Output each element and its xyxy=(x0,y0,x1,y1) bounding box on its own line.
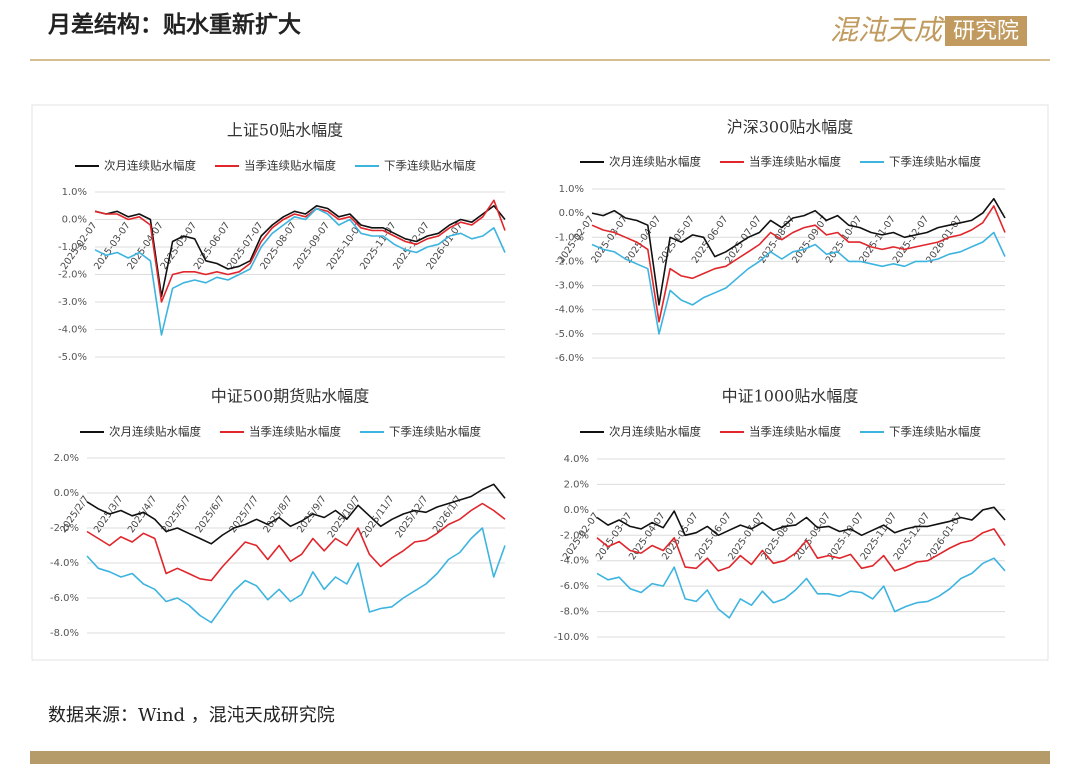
series-line xyxy=(86,502,506,582)
y-tick-label: -1.0% xyxy=(555,232,584,243)
page-title: 月差结构：贴水重新扩大 xyxy=(47,11,301,38)
legend-label: 次月连续贴水幅度 xyxy=(109,425,201,439)
y-tick-label: 0.0% xyxy=(62,215,87,226)
series-line xyxy=(86,527,506,624)
y-tick-label: -4.0% xyxy=(555,305,584,316)
y-tick-label: -4.0% xyxy=(58,325,87,336)
x-tick-label: 2025/11/7 xyxy=(360,494,397,540)
logo: 混沌天成 xyxy=(830,14,946,47)
series-line xyxy=(591,205,1006,323)
y-tick-label: -6.0% xyxy=(555,353,584,364)
series-line xyxy=(94,199,506,303)
y-tick-label: 0.0% xyxy=(559,208,584,219)
legend-label: 下季连续贴水幅度 xyxy=(889,425,981,439)
y-tick-label: 0.0% xyxy=(564,505,589,516)
x-tick-label: 2025/8/7 xyxy=(261,494,294,535)
y-tick-label: -6.0% xyxy=(560,581,589,592)
legend-label: 次月连续贴水幅度 xyxy=(609,155,701,169)
y-tick-label: 4.0% xyxy=(564,454,589,465)
logo-sub: 研究院 xyxy=(953,19,1019,44)
legend-label: 次月连续贴水幅度 xyxy=(609,425,701,439)
chart-title: 沪深300贴水幅度 xyxy=(727,118,854,137)
logo-box xyxy=(945,16,1027,46)
legend-label: 下季连续贴水幅度 xyxy=(384,159,476,173)
y-tick-label: -2.0% xyxy=(560,530,589,541)
y-tick-label: -3.0% xyxy=(555,281,584,292)
legend-label: 当季连续贴水幅度 xyxy=(749,155,841,169)
series-line xyxy=(596,506,1006,537)
y-tick-label: -4.0% xyxy=(560,556,589,567)
legend-label: 次月连续贴水幅度 xyxy=(104,159,196,173)
y-tick-label: -2.0% xyxy=(50,523,79,534)
y-tick-label: -2.0% xyxy=(58,270,87,281)
chart-title: 上证50贴水幅度 xyxy=(227,121,343,140)
y-tick-label: -6.0% xyxy=(50,593,79,604)
y-tick-label: 2.0% xyxy=(564,479,589,490)
y-tick-label: -8.0% xyxy=(560,607,589,618)
y-tick-label: 0.0% xyxy=(54,488,79,499)
chart-title: 中证500期货贴水幅度 xyxy=(211,387,370,406)
y-tick-label: -4.0% xyxy=(50,558,79,569)
chart-title: 中证1000贴水幅度 xyxy=(722,387,859,406)
y-tick-label: -10.0% xyxy=(554,632,589,643)
series-line xyxy=(86,483,506,545)
y-tick-label: 1.0% xyxy=(559,184,584,195)
series-line xyxy=(591,197,1006,306)
source: 数据来源：Wind ，混沌天成研究院 xyxy=(48,705,335,726)
y-tick-label: -8.0% xyxy=(50,628,79,639)
series-line xyxy=(596,528,1006,572)
y-tick-label: -5.0% xyxy=(555,329,584,340)
y-tick-label: -3.0% xyxy=(58,297,87,308)
y-tick-label: -2.0% xyxy=(555,256,584,267)
y-tick-label: 2.0% xyxy=(54,453,79,464)
series-line xyxy=(94,207,506,336)
legend-label: 下季连续贴水幅度 xyxy=(389,425,481,439)
legend-label: 当季连续贴水幅度 xyxy=(749,425,841,439)
y-tick-label: -1.0% xyxy=(58,242,87,253)
panel xyxy=(31,104,1049,661)
x-tick-label: 2025/12/7 xyxy=(393,494,430,540)
footer-bar xyxy=(30,751,1050,764)
legend-label: 下季连续贴水幅度 xyxy=(889,155,981,169)
x-tick-label: 2025/6/7 xyxy=(194,494,227,535)
x-tick-label: 2025/3/7 xyxy=(92,494,125,535)
series-line xyxy=(596,557,1006,619)
series-line xyxy=(94,205,506,298)
y-tick-label: -5.0% xyxy=(58,352,87,363)
legend-label: 当季连续贴水幅度 xyxy=(249,425,341,439)
legend-label: 当季连续贴水幅度 xyxy=(244,159,336,173)
series-line xyxy=(591,231,1006,335)
y-tick-label: 1.0% xyxy=(62,187,87,198)
